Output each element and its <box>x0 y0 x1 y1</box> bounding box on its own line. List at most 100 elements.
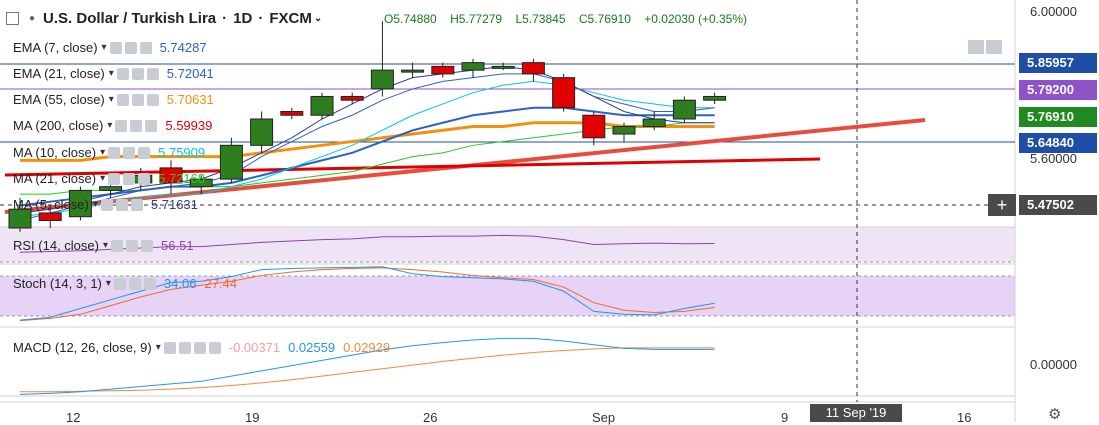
candle-body <box>431 65 455 75</box>
candle-body <box>159 167 183 184</box>
chevron-down-icon[interactable]: ▾ <box>155 342 161 353</box>
chevron-down-icon[interactable]: ▾ <box>108 68 114 79</box>
indicator-value: 5.74287 <box>159 40 207 55</box>
price-axis-top-label: 6.00000 <box>1030 4 1077 19</box>
scale-toggle-icon[interactable] <box>986 40 1002 54</box>
data-source: FXCM <box>269 10 312 27</box>
code-icon[interactable] <box>193 341 206 354</box>
gear-icon[interactable] <box>128 277 141 290</box>
price-label: 5.64840 <box>1019 133 1097 153</box>
close-icon[interactable] <box>143 277 156 290</box>
close-icon[interactable] <box>145 119 158 132</box>
chevron-down-icon[interactable]: ▾ <box>101 42 107 53</box>
gear-icon[interactable] <box>115 198 128 211</box>
price-label: 5.85957 <box>1019 53 1097 73</box>
chevron-down-icon[interactable]: ▾ <box>105 278 111 289</box>
chevron-down-icon[interactable]: ▾ <box>107 120 113 131</box>
macd-hist-value: -0.00371 <box>228 340 281 355</box>
chevron-down-icon[interactable]: ▾ <box>102 240 109 251</box>
macd-legend[interactable]: MACD (12, 26, close, 9) ▾ -0.00371 0.025… <box>13 340 390 355</box>
gear-icon[interactable] <box>123 146 136 159</box>
gear-icon[interactable] <box>130 119 143 132</box>
crosshair-plus-icon[interactable]: + <box>988 194 1016 216</box>
gear-icon[interactable] <box>131 93 144 106</box>
gear-icon[interactable] <box>178 341 191 354</box>
indicator-legend[interactable]: EMA (21, close) ▾ 5.72041 <box>13 66 214 81</box>
indicator-legend[interactable]: MA (21, close) ▾ 5.72168 <box>13 171 205 186</box>
close-icon[interactable] <box>138 146 151 159</box>
chevron-down-icon[interactable]: ▾ <box>100 173 106 184</box>
indicator-label: MA (21, close) <box>13 171 97 186</box>
rsi-band <box>0 227 1015 262</box>
candle-body <box>672 99 696 120</box>
symbol-header: ● U.S. Dollar / Turkish Lira · 1D · FXCM… <box>6 10 322 27</box>
close-icon[interactable] <box>208 341 221 354</box>
ma5-line <box>19 65 715 214</box>
indicator-legend[interactable]: EMA (7, close) ▾ 5.74287 <box>13 40 207 55</box>
close-icon[interactable] <box>146 93 159 106</box>
indicator-value: 5.71631 <box>150 197 198 212</box>
eye-icon[interactable] <box>109 41 122 54</box>
candle-body <box>552 77 576 109</box>
candle-body <box>461 62 485 71</box>
x-tick: 19 <box>245 410 260 425</box>
eye-icon[interactable] <box>116 93 129 106</box>
eye-icon[interactable] <box>115 119 128 132</box>
scale-buttons[interactable] <box>968 40 1002 54</box>
stoch-legend[interactable]: Stoch (14, 3, 1) ▾ 34.06 27.44 <box>13 276 237 291</box>
indicator-legend[interactable]: MA (5, close) ▾ 5.71631 <box>13 197 198 212</box>
gear-icon[interactable] <box>124 41 137 54</box>
candle-body <box>370 69 394 90</box>
change-value: +0.02030 (+0.35%) <box>644 12 747 26</box>
close-icon[interactable] <box>138 172 151 185</box>
chevron-down-icon[interactable]: ▾ <box>100 147 106 158</box>
macd-line <box>19 337 715 395</box>
candle-body <box>521 62 545 75</box>
indicator-value: 5.72168 <box>158 171 206 186</box>
price-label: 5.79200 <box>1019 80 1097 100</box>
menu-dots-icon[interactable]: ● <box>29 13 36 24</box>
gear-icon[interactable] <box>126 239 139 252</box>
close-icon[interactable] <box>130 198 143 211</box>
close-icon[interactable] <box>146 67 159 80</box>
price-axis-mid-label: 5.60000 <box>1030 151 1077 166</box>
eye-icon[interactable] <box>113 277 126 290</box>
settings-gear-icon[interactable]: ⚙ <box>1048 406 1062 423</box>
interval[interactable]: 1D <box>233 10 253 27</box>
chevron-down-icon[interactable]: ⌄ <box>313 13 323 24</box>
x-tick: 12 <box>66 410 81 425</box>
ohlc-readout: O5.74880 H5.77279 L5.73845 C5.76910 +0.0… <box>384 12 757 26</box>
gear-icon[interactable] <box>131 67 144 80</box>
eye-icon[interactable] <box>163 341 176 354</box>
close-icon[interactable] <box>139 41 152 54</box>
macd-axis-zero-label: 0.00000 <box>1030 357 1077 372</box>
chevron-down-icon[interactable] <box>968 40 984 54</box>
candle-body <box>280 110 304 116</box>
indicator-value: 5.72041 <box>166 66 214 81</box>
macd-signal-line <box>20 347 715 393</box>
indicator-legend[interactable]: EMA (55, close) ▾ 5.70631 <box>13 92 214 107</box>
macd-signal-value: 0.02929 <box>343 340 391 355</box>
candle-body <box>401 69 425 73</box>
macd-value: 0.02559 <box>288 340 336 355</box>
collapse-icon[interactable] <box>6 12 19 25</box>
eye-icon[interactable] <box>100 198 113 211</box>
indicator-legend[interactable]: MA (10, close) ▾ 5.75909 <box>13 145 205 160</box>
low-value: L5.73845 <box>515 12 566 26</box>
chevron-down-icon[interactable]: ▾ <box>92 199 98 210</box>
candle-body <box>250 118 274 146</box>
chevron-down-icon[interactable]: ▾ <box>108 94 114 105</box>
eye-icon[interactable] <box>116 67 129 80</box>
rsi-label: RSI (14, close) <box>13 238 99 253</box>
eye-icon[interactable] <box>108 146 121 159</box>
open-value: O5.74880 <box>384 12 437 26</box>
indicator-label: EMA (21, close) <box>13 66 105 81</box>
candle-body <box>612 126 636 135</box>
stoch-d-line <box>19 267 715 322</box>
gear-icon[interactable] <box>123 172 136 185</box>
rsi-legend[interactable]: RSI (14, close) ▾ 56.51 <box>13 238 194 253</box>
eye-icon[interactable] <box>108 172 121 185</box>
eye-icon[interactable] <box>111 239 124 252</box>
indicator-legend[interactable]: MA (200, close) ▾ 5.59939 <box>13 118 212 133</box>
close-icon[interactable] <box>141 239 154 252</box>
